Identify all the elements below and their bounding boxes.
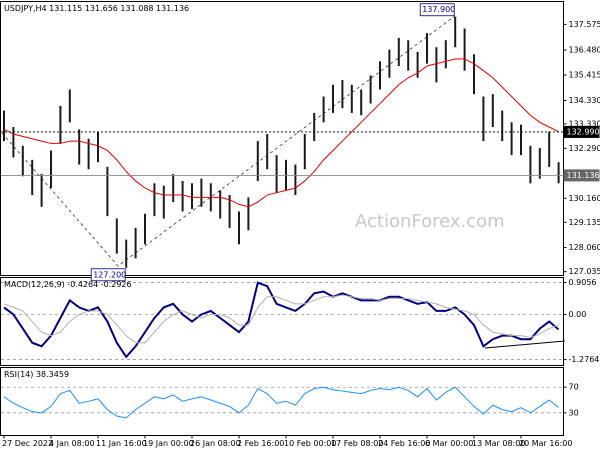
x-tick-label: 4 Jan 08:00 <box>49 439 95 448</box>
y-tick-label: 127.035 <box>569 267 600 276</box>
x-tick-label: 17 Feb 08:00 <box>331 439 383 448</box>
price-panel <box>0 1 564 276</box>
y-tick-label: 129.135 <box>569 218 600 227</box>
x-tick-label: 24 Feb 16:00 <box>378 439 430 448</box>
y-tick-label: 136.480 <box>569 46 600 55</box>
annotation-box <box>419 3 455 17</box>
annotation-label: 137.900 <box>422 5 455 14</box>
macd-line <box>3 294 559 344</box>
x-tick-label: 10 Feb 00:00 <box>284 439 336 448</box>
x-tick-label: 20 Mar 16:00 <box>519 439 572 448</box>
y-tick-label: 30 <box>569 408 579 417</box>
macd-panel <box>0 277 564 366</box>
level-tag-label: 132.990 <box>567 127 600 136</box>
y-tick-label: 133.330 <box>569 119 600 128</box>
panel-title: USDJPY,H4 131.115 131.656 131.088 131.13… <box>4 4 189 13</box>
y-tick-label: 0.9056 <box>569 278 597 287</box>
x-tick-label: 6 Mar 00:00 <box>425 439 473 448</box>
level-tag-label: 131.136 <box>567 171 600 180</box>
annotation-box <box>90 268 126 282</box>
y-tick-label: 132.290 <box>569 144 600 153</box>
y-tick-label: 70 <box>569 383 579 392</box>
macd-line <box>3 281 560 359</box>
y-tick-label: 134.330 <box>569 96 600 105</box>
x-tick-label: 2 Feb 16:00 <box>237 439 284 448</box>
rsi-line <box>3 386 559 419</box>
x-tick-label: 26 Jan 08:00 <box>190 439 241 448</box>
y-tick-label: 137.575 <box>569 20 600 29</box>
panel-title: MACD(12,26,9) -0.4264 -0.2926 <box>4 280 132 289</box>
x-tick-label: 27 Dec 2022 <box>2 439 53 448</box>
y-tick-label: 135.415 <box>569 71 600 80</box>
watermark: ActionForex.com <box>355 211 505 232</box>
x-tick-label: 11 Jan 16:00 <box>96 439 147 448</box>
y-tick-label: 0.00 <box>569 310 587 319</box>
x-tick-label: 13 Mar 08:00 <box>472 439 525 448</box>
macd-trendline <box>484 340 566 349</box>
y-tick-label: -1.2764 <box>569 355 600 364</box>
rsi-panel <box>0 367 564 436</box>
annotation-label: 127.200 <box>93 270 126 279</box>
moving-average <box>3 58 559 208</box>
panel-title: RSI(14) 38.3459 <box>4 370 69 379</box>
level-tag <box>563 169 600 182</box>
x-tick-label: 19 Jan 00:00 <box>143 439 194 448</box>
level-tag <box>563 125 600 138</box>
y-tick-label: 128.060 <box>569 243 600 252</box>
y-tick-label: 130.160 <box>569 194 600 203</box>
